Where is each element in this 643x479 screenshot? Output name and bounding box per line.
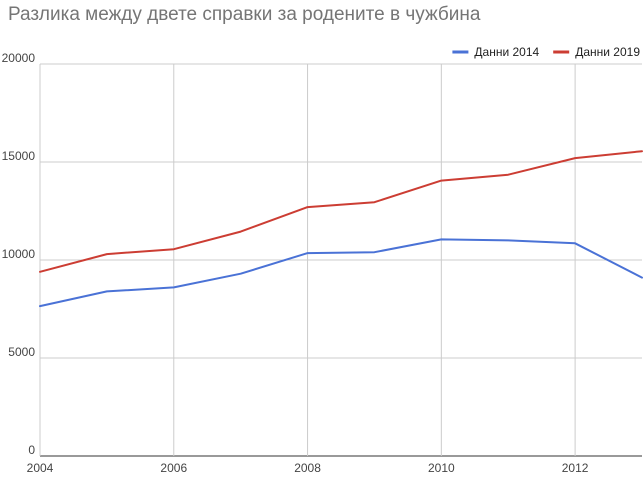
legend-label-1: Данни 2014 [474, 45, 539, 59]
series-line-1[interactable] [39, 238, 643, 308]
x-tick-label: 2012 [562, 461, 589, 475]
x-tick-label: 2006 [160, 461, 187, 475]
legend-label-2: Данни 2019 [575, 45, 640, 59]
legend[interactable]: Данни 2019 Данни 2014 [452, 45, 640, 59]
series-line-2[interactable] [39, 150, 643, 273]
grid [39, 63, 642, 457]
y-tick-label: 10000 [2, 247, 36, 261]
x-tick-label: 2004 [27, 461, 54, 475]
chart-title: Разлика между двете справки за родените … [8, 4, 481, 25]
y-tick-label: 15000 [2, 149, 36, 163]
x-tick-label: 2008 [294, 461, 321, 475]
y-tick-label: 20000 [2, 51, 36, 65]
axes: 0 5000 10000 15000 20000 2004 2006 2008 2010 2012 [2, 51, 589, 475]
series-layer [39, 150, 643, 308]
y-tick-label: 5000 [8, 345, 35, 359]
y-tick-label: 0 [28, 443, 35, 457]
x-tick-label: 2010 [428, 461, 455, 475]
